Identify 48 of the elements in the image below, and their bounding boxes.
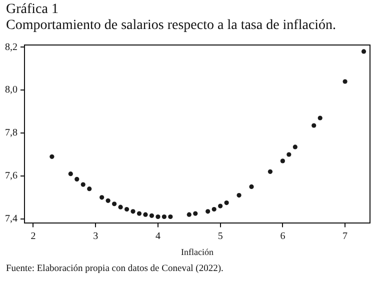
- point: [224, 200, 229, 206]
- point: [124, 206, 130, 212]
- point: [68, 172, 73, 176]
- chart-title: Gráfica 1: [6, 2, 58, 18]
- x-tick-label: 7: [342, 230, 348, 242]
- point: [162, 214, 166, 220]
- point: [286, 152, 292, 157]
- point: [50, 154, 54, 159]
- point: [212, 206, 216, 212]
- chart-subtitle: Comportamiento de salarios respecto a la tasa de inflación.: [6, 18, 336, 34]
- point: [130, 209, 136, 214]
- x-tick-label: 6: [280, 230, 286, 242]
- point: [106, 198, 110, 203]
- x-tick-label: 2: [30, 230, 36, 242]
- point: [342, 79, 348, 84]
- point: [206, 209, 210, 214]
- point: [112, 202, 117, 206]
- point: [118, 204, 123, 210]
- point: [186, 212, 192, 217]
- point: [136, 211, 142, 216]
- y-tick-label: 7,6: [5, 170, 18, 182]
- point: [292, 144, 298, 150]
- y-tick-label: 7,4: [5, 214, 18, 225]
- point: [74, 176, 80, 182]
- point: [100, 195, 104, 200]
- x-axis-title: Inflación: [181, 246, 214, 257]
- point: [236, 192, 242, 198]
- point: [280, 158, 285, 164]
- point: [143, 212, 148, 217]
- point: [149, 213, 154, 218]
- point: [193, 211, 198, 216]
- x-tick-label: 4: [155, 230, 160, 242]
- point: [87, 186, 92, 192]
- y-tick-label: 7,8: [5, 128, 18, 139]
- point: [268, 169, 273, 174]
- point: [156, 214, 160, 220]
- point: [361, 49, 366, 54]
- point: [168, 214, 173, 220]
- point: [312, 123, 316, 128]
- point: [218, 204, 223, 208]
- y-tick-label: 8,2: [5, 42, 18, 53]
- y-tick-label: 8,0: [5, 84, 18, 96]
- source-note: Fuente: Elaboración propia con datos de Coneval (2022).: [6, 264, 224, 274]
- x-tick-label: 3: [93, 230, 98, 242]
- point: [80, 182, 86, 187]
- x-tick-label: 5: [218, 230, 223, 242]
- point: [249, 184, 254, 189]
- point: [318, 116, 322, 120]
